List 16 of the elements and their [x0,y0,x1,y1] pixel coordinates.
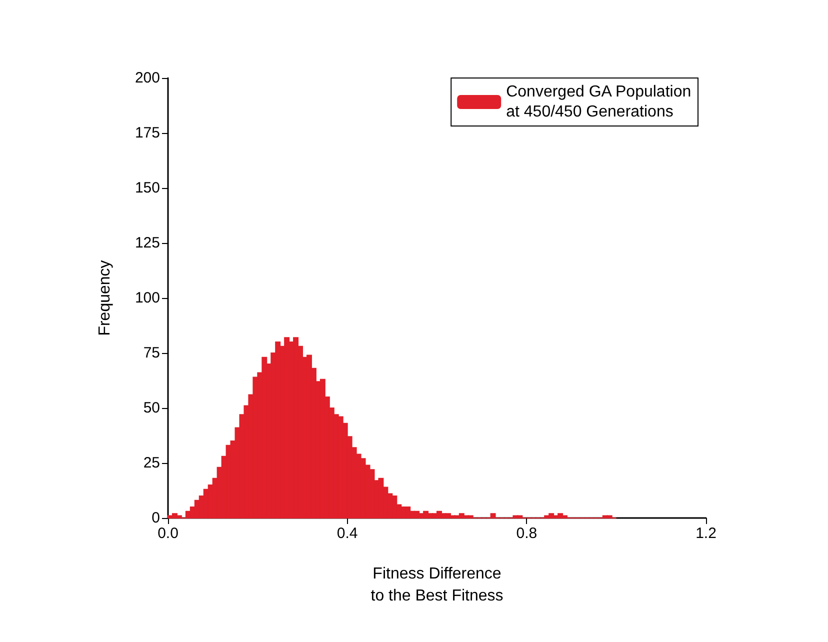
y-axis-title: Frequency [96,260,114,336]
y-tick-label: 25 [143,454,160,472]
x-tick-label: 0.8 [516,525,538,542]
y-tick-label: 100 [134,290,160,306]
y-tick-label: 75 [143,344,160,362]
x-tick-label: 0.4 [336,525,358,542]
legend-label: Converged GA Population at 450/450 Generations [506,84,692,120]
y-tick-label: 200 [134,70,160,86]
y-tick-label: 150 [134,180,160,196]
x-tick-label: 0.0 [158,525,178,542]
y-tick-label: 125 [134,234,160,252]
y-tick-label: 0 [152,510,160,526]
x-tick-label: 1.2 [696,525,716,542]
y-tick-label: 50 [143,400,160,416]
y-tick-label: 175 [134,124,160,142]
x-axis-title: Fitness Difference to the Best Fitness [370,566,504,604]
